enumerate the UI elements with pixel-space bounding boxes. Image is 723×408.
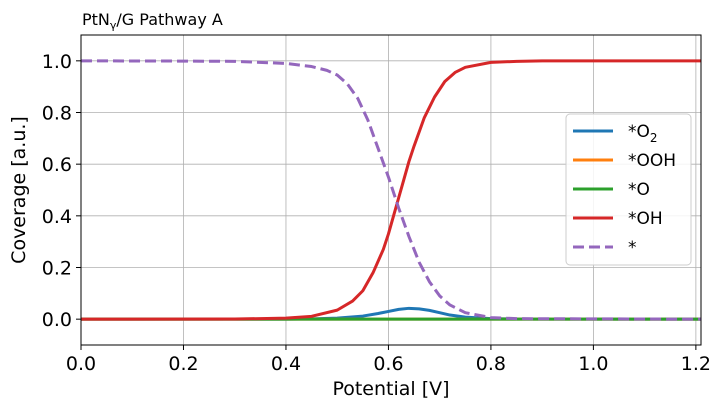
- legend-label-4: *OH: [628, 209, 663, 229]
- x-axis-ticks: 0.0 0.2 0.4 0.6 0.8 1.0 1.2: [66, 345, 711, 375]
- y-tick-label: 0.4: [42, 206, 72, 228]
- series-line-4: [81, 59, 701, 321]
- x-tick-label: 0.8: [476, 353, 506, 375]
- x-axis-label: Potential [V]: [332, 378, 449, 400]
- y-tick-label: 0.2: [42, 258, 72, 280]
- series-line-5: [81, 59, 701, 321]
- y-axis-ticks: 0.0 0.2 0.4 0.6 0.8 1.0: [42, 51, 81, 331]
- x-tick-label: 0.6: [373, 353, 403, 375]
- legend-label-2: *OOH: [628, 151, 676, 171]
- legend-label-3: *O: [628, 180, 650, 200]
- chart-title: PtNγ/G Pathway A: [82, 10, 223, 32]
- x-tick-label: 1.2: [681, 353, 711, 375]
- y-axis-label: Coverage [a.u.]: [8, 116, 30, 264]
- legend-label-1: *O2: [628, 122, 658, 145]
- x-tick-label: 0.2: [168, 353, 198, 375]
- x-tick-label: 1.0: [578, 353, 608, 375]
- y-tick-label: 0.8: [42, 103, 72, 125]
- legend-box: [565, 113, 692, 266]
- plot-frame: [80, 34, 702, 346]
- y-tick-label: 1.0: [42, 51, 72, 73]
- series-lines: [81, 59, 701, 321]
- x-tick-label: 0.0: [66, 353, 96, 375]
- legend: *O2 *OOH *O *OH *: [565, 113, 692, 266]
- y-tick-label: 0.0: [42, 309, 72, 331]
- x-tick-label: 0.4: [271, 353, 301, 375]
- y-tick-label: 0.6: [42, 154, 72, 176]
- legend-label-5: *: [628, 238, 637, 258]
